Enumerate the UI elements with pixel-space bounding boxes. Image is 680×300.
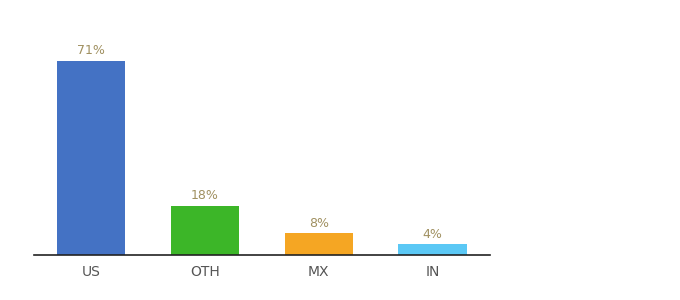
Bar: [171, 206, 239, 255]
Text: 71%: 71%: [77, 44, 105, 57]
Text: 8%: 8%: [309, 217, 328, 230]
Text: 4%: 4%: [423, 228, 443, 241]
Bar: [284, 233, 353, 255]
Bar: [398, 244, 466, 255]
Text: 18%: 18%: [191, 189, 219, 203]
Bar: [56, 61, 125, 255]
